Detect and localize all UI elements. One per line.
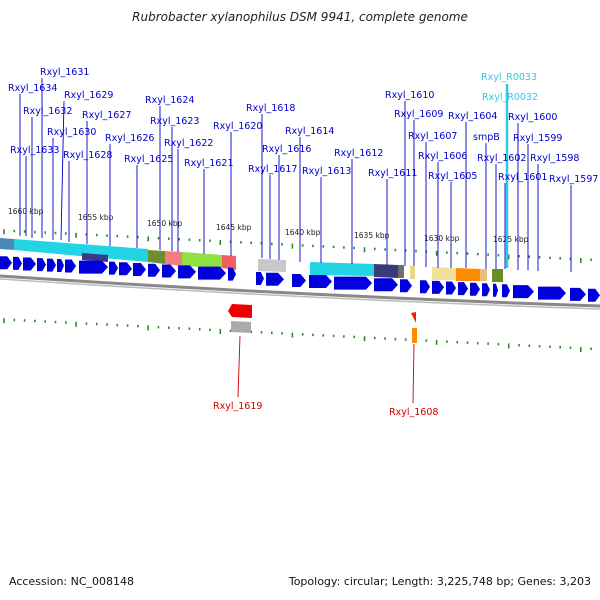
genome-backbone-shadow bbox=[0, 278, 600, 310]
gene-label: Rxyl_1632 bbox=[23, 106, 72, 117]
gene-label: Rxyl_1611 bbox=[368, 168, 417, 179]
gene-label: Rxyl_1627 bbox=[82, 110, 131, 121]
label-connector-lines bbox=[19, 78, 572, 404]
gene-arrow bbox=[228, 267, 236, 281]
gene-label: Rxyl_1617 bbox=[248, 164, 297, 175]
gene-label: Rxyl_1600 bbox=[508, 112, 557, 123]
gene-arrow bbox=[178, 265, 196, 279]
gene-label: Rxyl_1612 bbox=[334, 148, 383, 159]
gene-label: Rxyl_1601 bbox=[498, 172, 547, 183]
gene-label: Rxyl_1620 bbox=[213, 121, 262, 132]
gene-label: Rxyl_1598 bbox=[530, 153, 579, 164]
gene-label: Rxyl_1609 bbox=[394, 109, 443, 120]
rna-label: Rxyl_R0033 bbox=[481, 72, 537, 83]
gene-label: Rxyl_1633 bbox=[10, 145, 59, 156]
gene-arrow bbox=[37, 258, 46, 272]
gene-arrow bbox=[109, 261, 118, 275]
gene-label: Rxyl_1631 bbox=[40, 67, 89, 78]
gene-arrow bbox=[570, 287, 586, 301]
gene-arrow bbox=[198, 266, 226, 280]
gene-arrow bbox=[334, 276, 372, 290]
gene-arrow bbox=[458, 282, 468, 296]
gene-label: Rxyl_1618 bbox=[246, 103, 295, 114]
gene-label: Rxyl_1599 bbox=[513, 133, 562, 144]
gene-label: Rxyl_1634 bbox=[8, 83, 57, 94]
genome-summary-text: Topology: circular; Length: 3,225,748 bp… bbox=[288, 575, 591, 588]
tick-label: 1625 kbp bbox=[493, 235, 529, 244]
gene-arrow bbox=[374, 278, 398, 292]
gene-label: Rxyl_1624 bbox=[145, 95, 194, 106]
reverse-features bbox=[228, 304, 417, 343]
forward-gene-arrows bbox=[0, 256, 600, 302]
gene-arrow bbox=[309, 275, 332, 289]
gene-label: Rxyl_1626 bbox=[105, 133, 154, 144]
gene-label: Rxyl_1605 bbox=[428, 171, 477, 182]
inner-tick-marks bbox=[3, 318, 592, 353]
gene-label-reverse: Rxyl_1619 bbox=[213, 401, 262, 412]
gene-arrow bbox=[432, 280, 444, 294]
gene-arrow bbox=[470, 282, 480, 296]
label-connector bbox=[412, 343, 415, 404]
map-title: Rubrobacter xylanophilus DSM 9941, compl… bbox=[132, 10, 468, 24]
gene-label: Rxyl_1621 bbox=[184, 158, 233, 169]
gene-label-reverse: Rxyl_1608 bbox=[389, 407, 438, 418]
gene-label: Rxyl_1597 bbox=[549, 174, 598, 185]
gene-label: Rxyl_1622 bbox=[164, 138, 213, 149]
accession-text: Accession: NC_008148 bbox=[9, 575, 135, 588]
gene-arrow bbox=[420, 280, 430, 294]
gene-label: Rxyl_1606 bbox=[418, 151, 467, 162]
gene-arrow bbox=[162, 264, 176, 278]
gene-arrow bbox=[292, 273, 306, 287]
gene-label: Rxyl_1613 bbox=[302, 166, 351, 177]
gene-arrow bbox=[47, 258, 56, 272]
gene-arrow bbox=[446, 281, 456, 295]
gene-label: Rxyl_1629 bbox=[64, 90, 113, 101]
gene-arrow bbox=[0, 256, 12, 270]
gene-label: Rxyl_1623 bbox=[150, 116, 199, 127]
gene-arrow bbox=[23, 257, 36, 271]
gene-arrow bbox=[513, 285, 534, 299]
gene-label: Rxyl_1614 bbox=[285, 126, 334, 137]
gene-arrow bbox=[400, 279, 412, 293]
gene-arrow bbox=[256, 272, 264, 285]
gene-arrow bbox=[65, 259, 76, 273]
gene-label: Rxyl_1616 bbox=[262, 144, 311, 155]
gene-label: Rxyl_1610 bbox=[385, 90, 434, 101]
gene-arrow bbox=[79, 260, 108, 274]
gene-arrow bbox=[119, 262, 132, 276]
gene-label: Rxyl_1630 bbox=[47, 127, 96, 138]
gene-label: smpB bbox=[473, 132, 500, 143]
gene-arrow bbox=[266, 272, 284, 286]
label-connector bbox=[60, 100, 65, 241]
gene-label: Rxyl_1604 bbox=[448, 111, 497, 122]
gene-arrow bbox=[57, 259, 64, 273]
gene-arrow bbox=[493, 283, 498, 297]
genome-backbone bbox=[0, 274, 600, 308]
gene-arrow bbox=[538, 286, 566, 300]
label-connector bbox=[237, 335, 241, 398]
feature-bands bbox=[0, 238, 503, 282]
gene-arrow bbox=[588, 288, 600, 302]
tick-label: 1635 kbp bbox=[354, 231, 390, 240]
gene-arrow bbox=[502, 284, 510, 298]
gene-arrow bbox=[133, 262, 146, 276]
gene-label: Rxyl_1628 bbox=[63, 150, 112, 161]
gene-labels: Rxyl_1631 Rxyl_1634 Rxyl_1629 Rxyl_1632 Rxyl… bbox=[8, 67, 598, 418]
tick-label: 1630 kbp bbox=[424, 234, 460, 243]
gene-label: Rxyl_1602 bbox=[477, 153, 526, 164]
gene-label: Rxyl_1625 bbox=[124, 154, 173, 165]
gene-arrow bbox=[482, 283, 490, 297]
tick-label: 1640 kbp bbox=[285, 228, 321, 237]
tick-label: 1645 kbp bbox=[216, 223, 252, 232]
gene-arrow bbox=[13, 256, 22, 270]
gene-arrow bbox=[148, 263, 160, 277]
gene-label: Rxyl_1607 bbox=[408, 131, 457, 142]
rna-label: Rxyl_R0032 bbox=[482, 92, 538, 103]
tick-label: 1655 kbp bbox=[78, 213, 114, 222]
tick-label: 1650 kbp bbox=[147, 219, 183, 228]
